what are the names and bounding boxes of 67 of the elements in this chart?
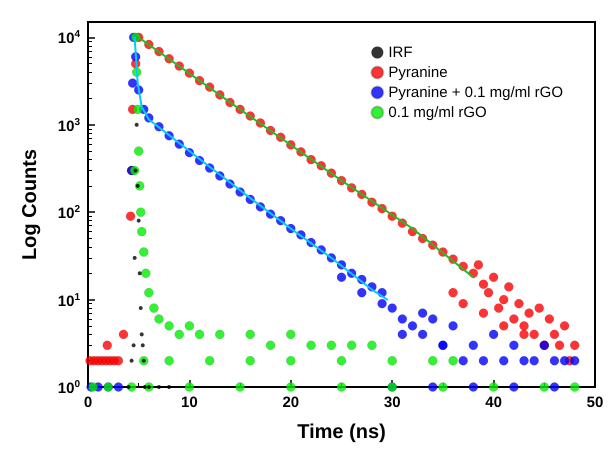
point: [428, 356, 438, 366]
point: [570, 382, 580, 392]
y-tick-label: 10$^{4}$: [58, 28, 80, 48]
point: [130, 358, 134, 363]
point: [336, 382, 346, 392]
point: [144, 288, 154, 298]
y-tick-label: 10$^{3}$: [58, 116, 80, 136]
point: [154, 314, 164, 324]
point: [140, 343, 145, 348]
point: [286, 330, 296, 340]
point: [156, 385, 161, 389]
point: [136, 218, 141, 223]
point: [367, 340, 377, 350]
point: [137, 226, 146, 236]
point: [126, 385, 131, 389]
x-tick-label: 0: [84, 394, 92, 411]
point: [141, 268, 151, 278]
point: [448, 356, 458, 366]
x-tick-label: 20: [282, 394, 300, 411]
legend-label: Pyranine: [388, 64, 448, 81]
point: [346, 340, 356, 350]
point: [235, 382, 245, 392]
x-axis-title: Time (ns): [297, 421, 386, 443]
point: [488, 382, 498, 392]
point: [336, 356, 346, 366]
point: [134, 146, 144, 156]
point: [184, 321, 194, 331]
point: [286, 382, 296, 392]
point: [246, 330, 255, 340]
point: [540, 382, 550, 392]
x-tick-label: 30: [384, 394, 401, 411]
y-tick-label: 10$^{2}$: [58, 203, 80, 224]
point: [164, 321, 174, 331]
point: [174, 330, 184, 340]
point: [132, 104, 142, 114]
x-tick-label: 50: [586, 394, 604, 411]
point: [246, 356, 255, 366]
point: [138, 271, 142, 276]
point: [286, 356, 296, 366]
point: [326, 340, 336, 350]
point: [184, 382, 194, 392]
y-tick-label: 10$^{1}$: [58, 290, 80, 311]
point: [134, 122, 139, 127]
point: [164, 356, 174, 366]
point: [204, 356, 214, 366]
legend-label: 0.1 mg/ml rGO: [388, 104, 487, 121]
legend-label: Pyranine + 0.1 mg/ml rGO: [388, 84, 564, 101]
point: [149, 303, 159, 313]
point: [438, 382, 448, 392]
point: [167, 385, 172, 389]
x-tick-label: 40: [485, 394, 502, 411]
point: [138, 306, 143, 310]
point: [387, 356, 397, 366]
y-tick-label: 10$^{0}$: [58, 378, 80, 398]
point: [139, 247, 149, 257]
point: [215, 330, 225, 340]
y-axis-title: Log Counts: [19, 148, 41, 260]
point: [140, 332, 144, 336]
point: [306, 340, 316, 350]
x-tick-label: 10: [181, 394, 198, 411]
point: [132, 343, 136, 348]
legend-label: IRF: [388, 44, 413, 61]
point: [142, 385, 147, 389]
point: [194, 330, 204, 340]
point: [136, 207, 146, 217]
point: [132, 256, 137, 260]
point: [266, 340, 276, 350]
